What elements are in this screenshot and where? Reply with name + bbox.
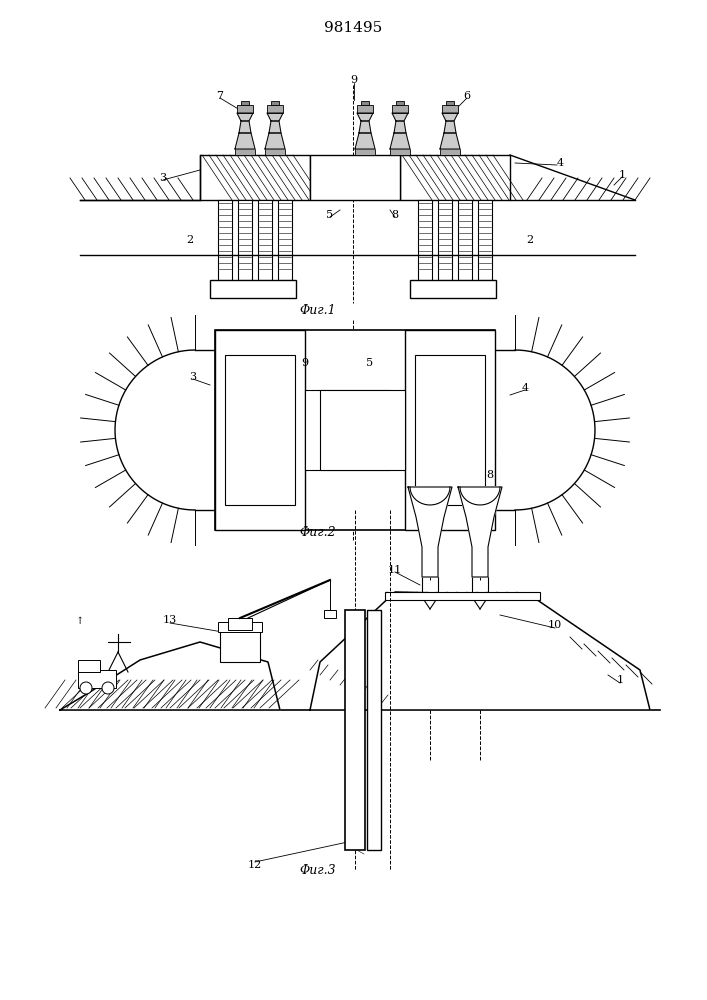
Text: 4: 4 <box>522 383 529 393</box>
Polygon shape <box>390 133 410 149</box>
Bar <box>440 149 460 155</box>
Text: 1: 1 <box>617 675 624 685</box>
Bar <box>390 149 410 155</box>
Bar <box>345 610 365 850</box>
Bar <box>396 101 404 105</box>
Text: 7: 7 <box>216 91 223 101</box>
Text: 8: 8 <box>392 210 399 220</box>
Text: 8: 8 <box>486 470 493 480</box>
Bar <box>478 200 492 280</box>
Polygon shape <box>265 133 285 149</box>
Bar <box>438 200 452 280</box>
Polygon shape <box>269 121 281 133</box>
Bar <box>265 149 285 155</box>
Bar <box>392 105 408 113</box>
Text: Φиг.3: Φиг.3 <box>300 863 337 876</box>
Bar <box>271 101 279 105</box>
Text: ↑: ↑ <box>76 617 84 626</box>
Bar <box>237 105 253 113</box>
Bar <box>235 149 255 155</box>
Bar <box>410 280 496 298</box>
Text: 1: 1 <box>619 170 626 180</box>
Text: 12: 12 <box>248 860 262 870</box>
Bar <box>78 670 116 688</box>
Polygon shape <box>410 487 450 505</box>
Polygon shape <box>310 592 650 710</box>
Bar <box>320 390 405 470</box>
Bar <box>218 200 232 280</box>
Bar <box>200 155 310 200</box>
Bar <box>241 101 249 105</box>
Polygon shape <box>408 487 452 577</box>
Polygon shape <box>440 133 460 149</box>
Polygon shape <box>394 121 406 133</box>
Bar <box>310 155 400 200</box>
Text: 3: 3 <box>189 372 197 382</box>
Bar <box>225 355 295 505</box>
Polygon shape <box>458 487 502 577</box>
Text: Φиг.1: Φиг.1 <box>300 304 337 316</box>
Bar <box>357 105 373 113</box>
Text: 5: 5 <box>366 358 373 368</box>
Text: 4: 4 <box>556 158 563 168</box>
Bar <box>405 330 495 530</box>
Bar <box>78 660 100 672</box>
Text: 13: 13 <box>163 615 177 625</box>
Bar <box>228 618 252 630</box>
Text: 11: 11 <box>388 565 402 575</box>
Text: 5: 5 <box>327 210 334 220</box>
Bar <box>446 101 454 105</box>
Text: 2: 2 <box>187 235 194 245</box>
Polygon shape <box>392 113 408 121</box>
Bar <box>367 610 381 850</box>
Polygon shape <box>359 121 371 133</box>
Polygon shape <box>355 133 375 149</box>
Text: 981495: 981495 <box>324 21 382 35</box>
Bar <box>267 105 283 113</box>
Bar <box>238 200 252 280</box>
Polygon shape <box>357 113 373 121</box>
Polygon shape <box>444 121 456 133</box>
Bar <box>215 330 495 530</box>
Bar <box>458 200 472 280</box>
Polygon shape <box>267 113 283 121</box>
Polygon shape <box>235 133 255 149</box>
Bar <box>400 155 510 200</box>
Polygon shape <box>80 155 200 200</box>
Bar <box>305 390 390 470</box>
Circle shape <box>80 682 92 694</box>
Text: 3: 3 <box>160 173 167 183</box>
Bar <box>385 592 540 600</box>
Text: 2: 2 <box>527 235 534 245</box>
Bar <box>361 101 369 105</box>
Text: 10: 10 <box>548 620 562 630</box>
Circle shape <box>102 682 114 694</box>
Bar <box>324 610 336 618</box>
Text: Φиг.2: Φиг.2 <box>300 526 337 540</box>
Bar <box>278 200 292 280</box>
Polygon shape <box>510 155 635 200</box>
Polygon shape <box>60 642 280 710</box>
Bar <box>258 200 272 280</box>
Bar <box>355 149 375 155</box>
Polygon shape <box>237 113 253 121</box>
Bar <box>220 630 260 662</box>
Text: 9: 9 <box>351 75 358 85</box>
Bar <box>442 105 458 113</box>
Polygon shape <box>442 113 458 121</box>
Polygon shape <box>239 121 251 133</box>
Bar <box>210 280 296 298</box>
Bar <box>415 355 485 505</box>
Text: 9: 9 <box>301 358 308 368</box>
Polygon shape <box>460 487 500 505</box>
Bar <box>418 200 432 280</box>
Bar <box>215 330 305 530</box>
Bar <box>218 622 262 632</box>
Text: 6: 6 <box>463 91 471 101</box>
